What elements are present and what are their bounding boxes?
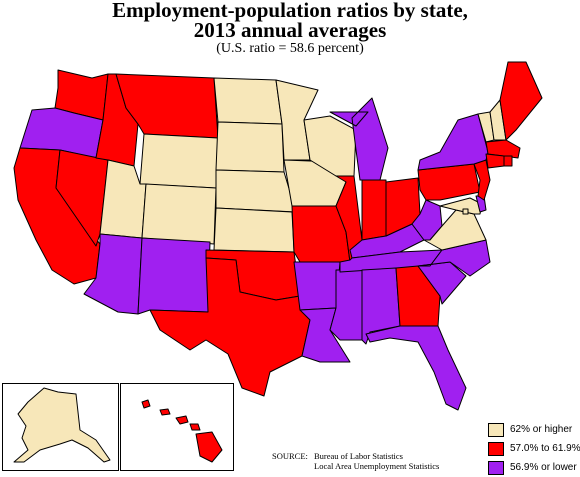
title-block: Employment-population ratios by state, 2… (0, 0, 580, 57)
state-DC (462, 208, 469, 215)
source-label: SOURCE: (272, 451, 308, 461)
legend-swatch-low (488, 460, 504, 475)
state-ND (213, 77, 283, 125)
state-HI (141, 399, 223, 463)
state-MA (485, 139, 521, 159)
state-CO (141, 183, 217, 245)
state-NE (215, 169, 297, 213)
state-IL (335, 175, 363, 263)
legend-swatch-high (488, 422, 504, 437)
legend-label-low: 56.9% or lower (510, 462, 577, 473)
legend: 62% or higher 57.0% to 61.9% 56.9% or lo… (488, 420, 580, 477)
map-subtitle: (U.S. ratio = 58.6 percent) (216, 41, 364, 56)
map-title-line2: 2013 annual averages (193, 18, 387, 42)
legend-label-mid: 57.0% to 61.9% (510, 443, 580, 454)
state-NM (137, 237, 211, 315)
source-line2: Local Area Unemployment Statistics (314, 461, 440, 471)
state-KS (213, 207, 295, 253)
state-TX (149, 257, 311, 397)
state-RI (503, 155, 513, 167)
state-IN (361, 179, 387, 241)
map-title-line1: Employment-population ratios by state, (112, 0, 468, 22)
legend-item-low: 56.9% or lower (488, 458, 580, 477)
state-WY (139, 133, 219, 189)
source-note: SOURCE: Bureau of Labor Statistics Local… (272, 451, 439, 471)
state-CT (485, 153, 505, 169)
legend-item-mid: 57.0% to 61.9% (488, 439, 580, 458)
legend-label-high: 62% or higher (510, 424, 573, 435)
state-SD (215, 121, 285, 173)
state-AK (13, 387, 111, 463)
state-AR (293, 261, 341, 311)
state-FL (365, 325, 467, 411)
state-MD (439, 197, 483, 215)
state-UT (99, 159, 147, 239)
legend-swatch-mid (488, 441, 504, 456)
state-NY (417, 113, 489, 171)
state-ME (499, 61, 543, 141)
source-line1: Bureau of Labor Statistics (314, 451, 403, 461)
legend-item-high: 62% or higher (488, 420, 580, 439)
